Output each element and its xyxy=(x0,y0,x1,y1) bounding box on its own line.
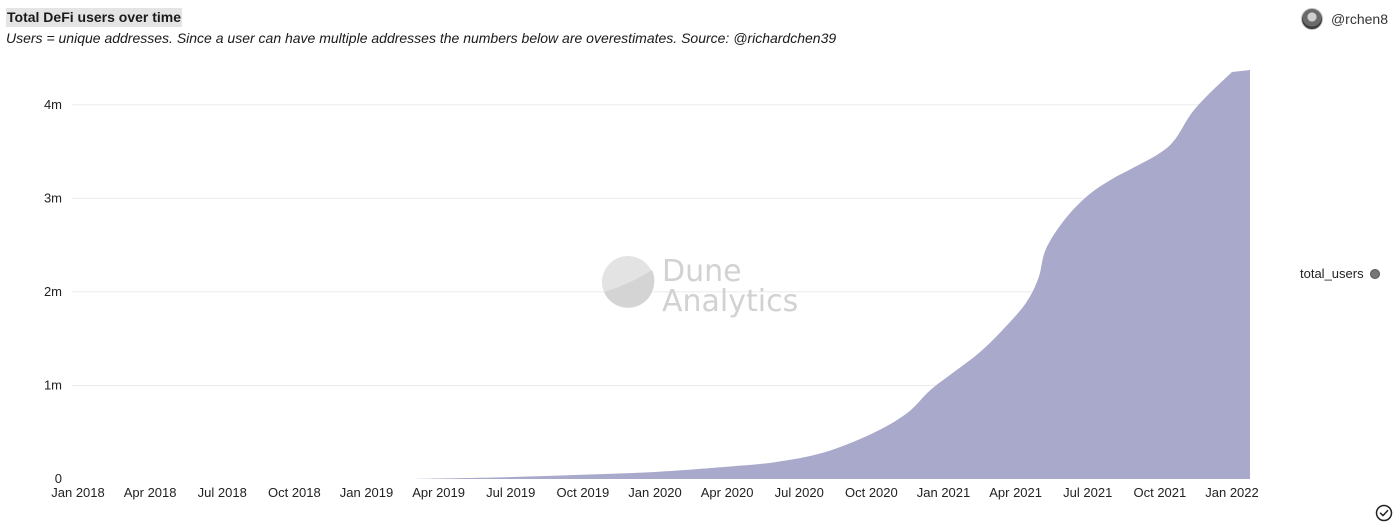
legend[interactable]: total_users xyxy=(1300,266,1380,281)
x-tick-label: Jul 2019 xyxy=(486,485,535,500)
area-chart: Dune Analytics 0 1m 2m 3m 4m Jan 2018 Apr 201… xyxy=(44,70,1259,500)
dune-logo-wedge xyxy=(604,270,655,308)
dune-watermark: Dune Analytics xyxy=(602,254,798,319)
legend-label-total-users: total_users xyxy=(1300,266,1364,281)
watermark-line2: Analytics xyxy=(662,284,798,319)
legend-marker xyxy=(1369,268,1380,279)
x-tick-label: Jan 2020 xyxy=(628,485,682,500)
x-tick-label: Oct 2021 xyxy=(1133,485,1186,500)
y-tick-label: 2m xyxy=(44,284,62,299)
chart-subtitle: Users = unique addresses. Since a user c… xyxy=(6,30,837,46)
author-badge[interactable]: @rchen8 xyxy=(1300,8,1388,30)
x-tick-label: Apr 2020 xyxy=(701,485,754,500)
check-circle-icon[interactable] xyxy=(1375,504,1393,522)
author-name: @rchen8 xyxy=(1330,11,1388,27)
y-axis-ticks: 0 1m 2m 3m 4m xyxy=(44,97,62,486)
avatar xyxy=(1300,8,1323,30)
x-tick-label: Jan 2019 xyxy=(340,485,394,500)
x-tick-label: Oct 2018 xyxy=(268,485,321,500)
x-tick-label: Apr 2019 xyxy=(412,485,465,500)
y-tick-label: 3m xyxy=(44,190,62,205)
watermark-line1: Dune xyxy=(662,254,742,289)
y-tick-label: 0 xyxy=(55,471,62,486)
x-tick-label: Oct 2020 xyxy=(845,485,898,500)
x-tick-label: Jan 2018 xyxy=(51,485,105,500)
x-tick-label: Apr 2018 xyxy=(124,485,177,500)
series-area-total-users xyxy=(412,70,1250,479)
x-tick-label: Apr 2021 xyxy=(989,485,1042,500)
x-axis-ticks: Jan 2018 Apr 2018 Jul 2018 Oct 2018 Jan 2019… xyxy=(51,485,1259,500)
x-tick-label: Jul 2018 xyxy=(198,485,247,500)
x-tick-label: Jan 2021 xyxy=(917,485,971,500)
x-tick-label: Jul 2020 xyxy=(775,485,824,500)
x-tick-label: Oct 2019 xyxy=(556,485,609,500)
chart-title: Total DeFi users over time xyxy=(6,8,183,27)
y-tick-label: 1m xyxy=(44,377,62,392)
x-tick-label: Jan 2022 xyxy=(1205,485,1259,500)
x-tick-label: Jul 2021 xyxy=(1063,485,1112,500)
y-tick-label: 4m xyxy=(44,97,62,112)
